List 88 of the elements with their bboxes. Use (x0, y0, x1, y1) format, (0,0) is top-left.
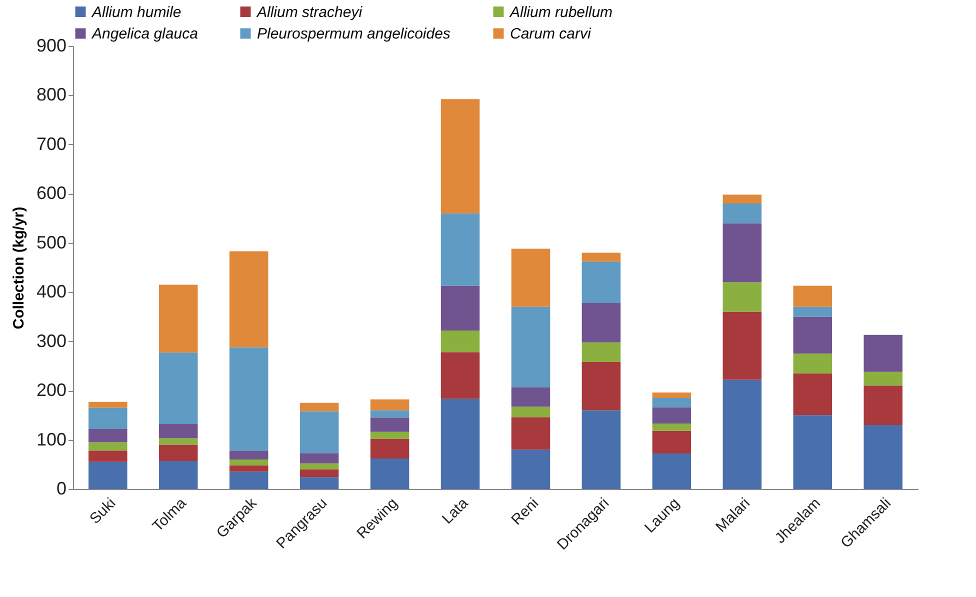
x-tick-label: Lata (438, 494, 472, 528)
legend-label: Allium stracheyi (256, 4, 363, 21)
bar (652, 398, 692, 408)
bar (440, 99, 480, 214)
bar (300, 463, 339, 470)
bar (88, 442, 128, 451)
bar (582, 262, 621, 303)
bar (158, 424, 198, 438)
bar (158, 438, 198, 445)
bar (582, 362, 621, 410)
bar (511, 248, 550, 307)
bar (440, 213, 480, 286)
bar (793, 316, 832, 354)
bar (229, 472, 268, 489)
bar (229, 347, 268, 451)
y-tick-label: 900 (36, 36, 66, 56)
bar (370, 432, 410, 439)
bar (864, 425, 902, 489)
bar (722, 194, 762, 204)
bar (370, 418, 410, 432)
bar (511, 406, 550, 418)
bar (158, 352, 198, 424)
bar (370, 399, 410, 410)
bar (722, 223, 762, 282)
bar (511, 450, 550, 489)
bar (440, 286, 480, 331)
y-tick-label: 300 (36, 330, 66, 351)
bar (582, 252, 621, 262)
bar (88, 402, 128, 408)
bar (793, 373, 832, 416)
bar (652, 392, 692, 398)
y-tick-label: 700 (36, 134, 66, 154)
bar (652, 430, 692, 454)
bar (722, 312, 762, 380)
bar (300, 411, 339, 454)
bar (370, 438, 410, 458)
bar (158, 444, 198, 461)
bar (158, 284, 198, 353)
bar (793, 354, 832, 374)
bar (722, 204, 762, 224)
legend-label: Carum carvi (510, 26, 592, 42)
bar (511, 306, 550, 388)
bar (370, 410, 410, 418)
legend-label: Pleurospermum angelicoides (257, 26, 451, 42)
bar (793, 286, 832, 307)
legend-label: Angelica glauca (91, 26, 198, 42)
y-tick-label: 100 (36, 429, 66, 450)
bar (511, 387, 550, 407)
bar (864, 372, 902, 386)
bar (582, 410, 621, 489)
bar (582, 302, 621, 342)
bar (722, 380, 762, 489)
bar (440, 398, 480, 489)
bar (88, 462, 128, 489)
bar (440, 330, 480, 352)
bar (300, 469, 339, 478)
bar (864, 386, 902, 426)
bar (793, 306, 832, 317)
bar (582, 342, 621, 362)
bar (511, 417, 550, 450)
bar (158, 460, 198, 489)
y-tick-label: 500 (36, 232, 66, 252)
bar (229, 450, 268, 460)
bar (229, 251, 268, 348)
y-axis-title: Collection (kg/yr) (10, 206, 28, 330)
bar (652, 407, 692, 424)
bar (370, 458, 410, 489)
bar (229, 459, 268, 466)
bar (652, 424, 692, 431)
y-tick-label: 0 (56, 478, 66, 498)
y-tick-label: 600 (36, 183, 66, 204)
bar (652, 454, 692, 489)
y-tick-label: 800 (36, 84, 66, 105)
bar (722, 282, 762, 312)
bar (864, 334, 902, 372)
bar (440, 352, 480, 399)
legend-label: Allium rubellum (509, 4, 613, 21)
y-tick-label: 200 (36, 380, 66, 400)
bar (88, 408, 128, 429)
y-tick-label: 400 (36, 282, 66, 302)
bar (300, 453, 339, 464)
bar (88, 428, 128, 442)
bar (793, 415, 832, 489)
bar (88, 450, 128, 462)
bar (300, 477, 339, 489)
bar (229, 465, 268, 472)
bar (300, 402, 339, 412)
legend-label: Allium humile (91, 4, 182, 21)
